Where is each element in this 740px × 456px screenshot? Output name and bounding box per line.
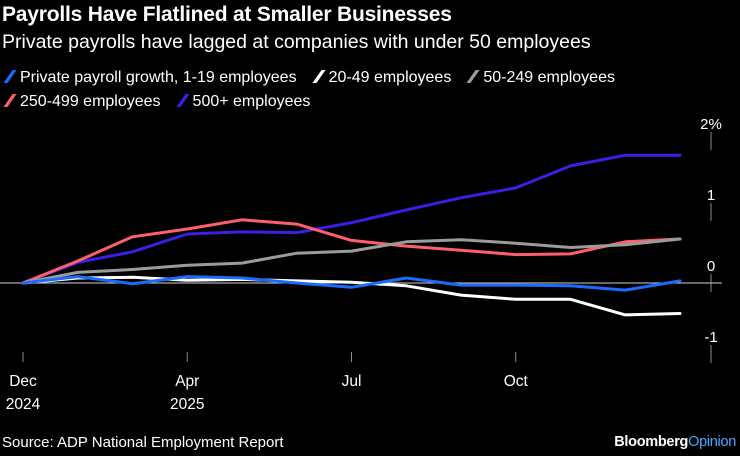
series-line <box>21 153 682 285</box>
legend-item: 50-249 employees <box>465 66 615 90</box>
series-line <box>21 218 682 285</box>
series-line <box>21 275 682 317</box>
y-tick-label: -1 <box>704 329 717 346</box>
legend-label: Private payroll growth, 1-19 employees <box>20 69 297 86</box>
x-tick-label: Apr <box>175 373 199 390</box>
legend-label: 500+ employees <box>192 93 311 110</box>
x-tick-label: 2024 <box>6 396 41 413</box>
brand-logo: BloombergOpinion <box>614 434 736 450</box>
x-tick-label: 2025 <box>170 396 204 413</box>
y-tick-label: 2% <box>700 116 722 133</box>
x-tick-label: Oct <box>504 373 529 390</box>
chart-subtitle: Private payrolls have lagged at companie… <box>2 31 591 53</box>
series-line <box>21 275 682 292</box>
y-tick-label: 0 <box>707 258 715 275</box>
legend: Private payroll growth, 1-19 employees 20… <box>2 66 732 114</box>
series-line <box>21 237 682 285</box>
brand-suffix: Opinion <box>688 434 736 450</box>
legend-item: 20-49 employees <box>311 66 452 90</box>
legend-item: 500+ employees <box>175 90 311 114</box>
y-tick-label: 1 <box>707 187 715 204</box>
legend-item: Private payroll growth, 1-19 employees <box>2 66 297 90</box>
legend-label: 250-499 employees <box>20 93 161 110</box>
legend-label: 50-249 employees <box>483 69 615 86</box>
legend-label: 20-49 employees <box>328 69 452 86</box>
legend-item: 250-499 employees <box>2 90 161 114</box>
chart-title: Payrolls Have Flatlined at Smaller Busin… <box>2 3 452 26</box>
brand-name: Bloomberg <box>614 434 689 450</box>
x-tick-label: Dec <box>9 373 37 390</box>
source-note: Source: ADP National Employment Report <box>2 434 284 451</box>
x-tick-label: Jul <box>342 373 362 390</box>
